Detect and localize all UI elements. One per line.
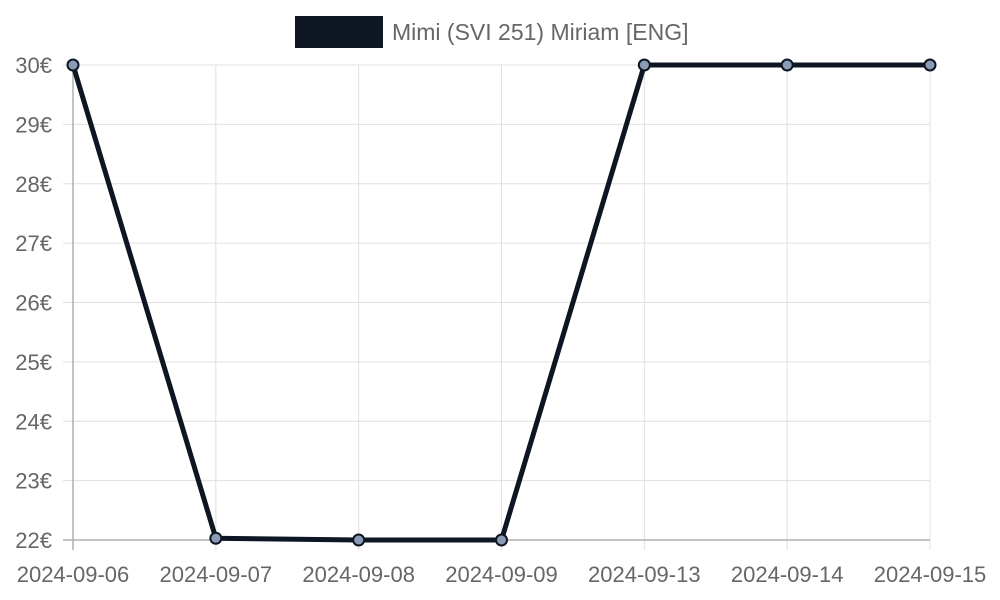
y-tick-label: 29€ [15,112,52,137]
legend[interactable]: Mimi (SVI 251) Miriam [ENG] [295,16,688,48]
y-tick-label: 24€ [15,409,52,434]
series [66,58,937,547]
y-tick-label: 28€ [15,172,52,197]
data-point[interactable] [66,58,80,72]
x-tick-label: 2024-09-09 [445,562,558,587]
x-tick-label: 2024-09-08 [302,562,415,587]
data-point[interactable] [780,58,794,72]
x-tick-label: 2024-09-15 [874,562,987,587]
y-tick-label: 22€ [15,528,52,553]
x-tick-label: 2024-09-07 [160,562,273,587]
x-tick-label: 2024-09-06 [17,562,130,587]
legend-label[interactable]: Mimi (SVI 251) Miriam [ENG] [392,19,688,45]
data-point[interactable] [495,533,508,547]
x-axis-ticks: 2024-09-06 2024-09-07 2024-09-08 2024-09-09… [17,562,987,587]
data-point[interactable] [352,533,366,547]
y-axis-ticks: 22€ 23€ 24€ 25€ 26€ 27€ 28€ 29€ 30€ [15,53,52,553]
axes [63,65,930,550]
y-tick-label: 23€ [15,469,52,494]
y-tick-label: 30€ [15,53,52,78]
data-point[interactable] [209,531,223,545]
y-tick-label: 27€ [15,231,52,256]
grid [63,64,931,550]
y-tick-label: 26€ [15,291,52,316]
x-tick-label: 2024-09-14 [731,562,844,587]
data-point[interactable] [923,58,937,72]
legend-swatch[interactable] [295,16,383,48]
y-tick-label: 25€ [15,350,52,375]
x-tick-label: 2024-09-13 [588,562,701,587]
data-point[interactable] [637,58,651,72]
